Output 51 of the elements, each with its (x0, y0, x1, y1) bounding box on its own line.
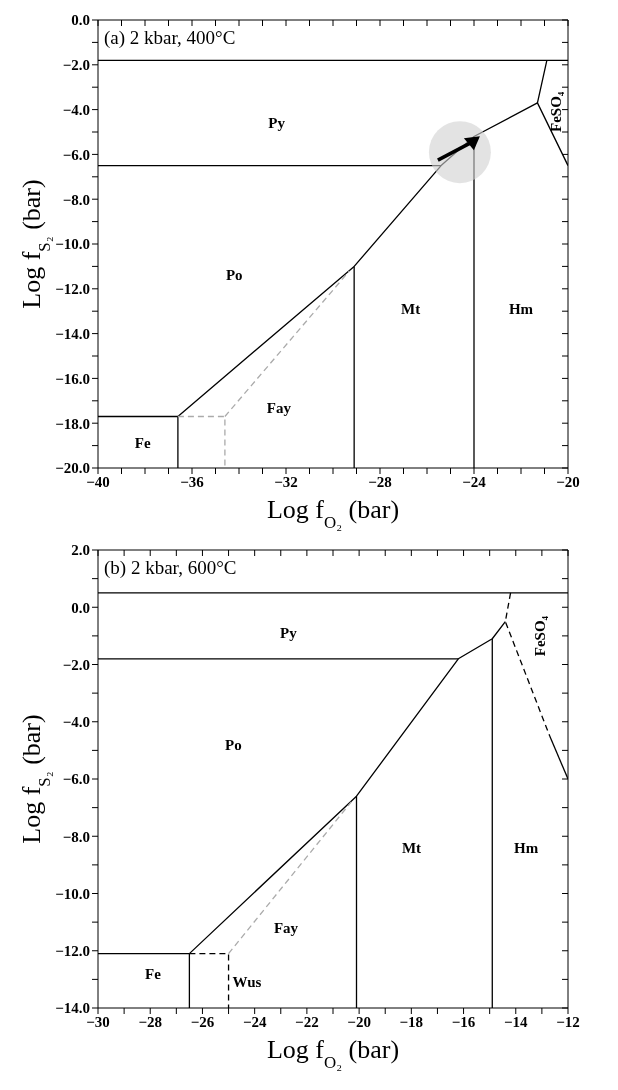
y-tick-label: −2.0 (62, 57, 90, 74)
y-tick-label: −12.0 (55, 281, 90, 298)
x-tick-label: −12 (556, 1013, 580, 1030)
annotation: FeSO₄ (531, 615, 548, 657)
y-tick-label: −8.0 (62, 191, 90, 208)
annotation: Fe (134, 435, 151, 452)
x-tick-label: −14 (504, 1013, 529, 1030)
y-tick-label: −10.0 (55, 885, 90, 902)
annotation: Py (280, 624, 298, 641)
y-tick-label: −6.0 (62, 146, 90, 163)
annotation: Wus (232, 974, 262, 991)
x-axis-title: Log f$_{O₂}$ (bar) (266, 495, 400, 532)
x-tick-label: −24 (242, 1013, 267, 1030)
y-tick-label: −16.0 (55, 370, 90, 387)
annotation: Fe (145, 965, 162, 982)
y-tick-label: −8.0 (62, 828, 90, 845)
y-tick-label: −6.0 (62, 771, 90, 788)
x-tick-label: −32 (274, 473, 298, 490)
y-tick-label: 0.0 (71, 12, 90, 29)
annotation: Py (268, 115, 286, 132)
chart-title: (a) 2 kbar, 400°C (104, 27, 236, 49)
annotation: Fay (273, 919, 299, 936)
x-tick-label: −36 (180, 473, 205, 490)
y-tick-label: 0.0 (71, 599, 90, 616)
annotation: Mt (400, 300, 421, 317)
y-tick-label: −4.0 (62, 101, 90, 118)
x-tick-label: −24 (462, 473, 487, 490)
annotation: Po (225, 267, 243, 284)
x-axis-title: Log f$_{O₂}$ (bar) (266, 1035, 400, 1072)
x-tick-label: −26 (190, 1013, 215, 1030)
x-tick-label: −16 (451, 1013, 476, 1030)
annotation: Hm (508, 300, 534, 317)
annotation: Fay (266, 399, 292, 416)
x-tick-label: −22 (295, 1013, 319, 1030)
y-tick-label: −2.0 (62, 656, 90, 673)
y-tick-label: −10.0 (55, 236, 90, 253)
y-tick-label: −4.0 (62, 714, 90, 731)
annotation: Hm (514, 839, 539, 856)
y-tick-label: 2.0 (71, 542, 90, 559)
x-tick-label: −28 (368, 473, 392, 490)
y-tick-label: −18.0 (55, 415, 90, 432)
annotation: Mt (401, 839, 422, 856)
x-tick-label: −28 (138, 1013, 162, 1030)
annotation: Po (225, 736, 242, 753)
x-tick-label: −18 (399, 1013, 424, 1030)
annotation: FeSO₄ (548, 91, 565, 132)
y-tick-label: −14.0 (55, 325, 90, 342)
chart-title: (b) 2 kbar, 600°C (104, 557, 237, 579)
y-tick-label: −12.0 (55, 943, 90, 960)
x-tick-label: −20 (347, 1013, 371, 1030)
x-tick-label: −20 (556, 473, 580, 490)
